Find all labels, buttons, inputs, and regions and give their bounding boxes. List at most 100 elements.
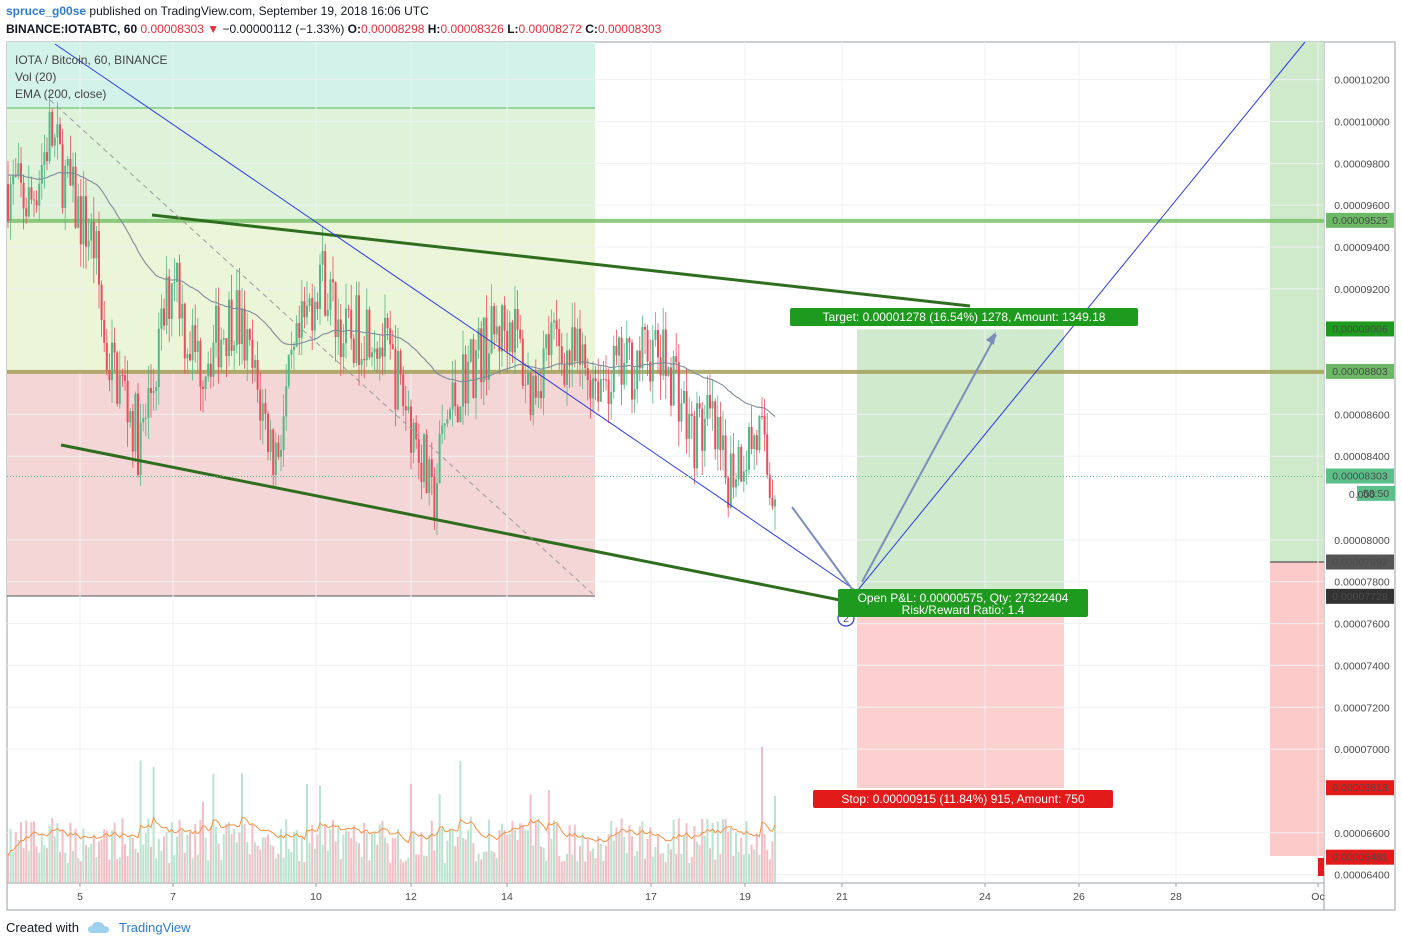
- volume-bar: [438, 794, 441, 883]
- candle-body: [38, 183, 41, 206]
- tradingview-link[interactable]: TradingView: [118, 920, 191, 935]
- volume-bar: [670, 849, 672, 883]
- volume-bar: [25, 820, 28, 883]
- candle-body: [17, 163, 20, 177]
- volume-bar: [381, 820, 384, 883]
- volume-bar: [293, 832, 295, 883]
- volume-bar: [693, 826, 696, 883]
- candle-body: [737, 446, 740, 480]
- volume-bar: [313, 848, 316, 883]
- tradingview-cloud-icon: [87, 921, 109, 933]
- volume-bar: [246, 841, 249, 883]
- candle-body: [722, 435, 724, 451]
- volume-bar: [430, 820, 433, 883]
- volume-bar: [319, 785, 321, 883]
- volume-bar: [85, 845, 87, 883]
- candle-body: [623, 362, 626, 385]
- volume-bar: [202, 801, 204, 883]
- candle-body: [61, 144, 64, 208]
- volume-bar: [477, 853, 480, 883]
- candle-body: [202, 386, 204, 389]
- candle-body: [592, 378, 594, 399]
- candle-body: [196, 340, 199, 352]
- volume-bar: [150, 846, 152, 883]
- candle-body: [243, 308, 246, 361]
- candle-body: [498, 326, 501, 352]
- volume-bar: [92, 834, 95, 883]
- volume-bar: [100, 839, 103, 883]
- volume-bar: [181, 829, 184, 883]
- volume-bar: [758, 854, 761, 883]
- candle-body: [680, 403, 683, 422]
- volume-bar: [142, 844, 145, 883]
- date-tick-label: 12: [405, 891, 417, 903]
- volume-bar: [14, 832, 17, 883]
- candle-body: [108, 370, 111, 381]
- target-label-box: [790, 308, 1138, 326]
- candle-body: [646, 329, 649, 362]
- candle-body: [48, 111, 51, 162]
- volume-bar: [300, 837, 303, 883]
- volume-bar: [768, 859, 771, 883]
- volume-bar: [324, 825, 327, 883]
- candle-body: [280, 449, 282, 457]
- volume-bar: [116, 859, 119, 883]
- volume-bar: [605, 845, 607, 883]
- volume-bar: [9, 829, 12, 883]
- volume-bar: [657, 834, 659, 883]
- volume-bar: [659, 853, 662, 883]
- candle-body: [246, 329, 249, 361]
- candle-body: [360, 358, 363, 366]
- candle-body: [511, 322, 514, 353]
- candle-body: [706, 394, 709, 419]
- candle-body: [267, 413, 269, 452]
- date-tick-label: 26: [1073, 891, 1085, 903]
- zone-lime: [7, 220, 595, 370]
- candle-body: [371, 352, 373, 358]
- volume-bar: [493, 852, 496, 883]
- candle-body: [347, 308, 350, 310]
- candle-body: [420, 462, 423, 482]
- candle-body: [485, 317, 488, 380]
- candle-body: [407, 406, 410, 411]
- volume-bar: [443, 862, 446, 883]
- volume-bar: [649, 827, 652, 883]
- volume-bar: [228, 822, 230, 883]
- volume-bar: [363, 822, 366, 883]
- volume-bar: [207, 860, 210, 883]
- candle-body: [225, 338, 228, 357]
- candle-body: [545, 334, 548, 349]
- candle-body: [121, 374, 124, 376]
- candle-body: [30, 187, 33, 200]
- candle-body: [423, 434, 425, 482]
- last-price: 0.00008303: [140, 22, 204, 36]
- volume-bar: [345, 830, 347, 883]
- candle-body: [35, 200, 38, 206]
- candle-body: [568, 350, 571, 366]
- volume-bar: [501, 823, 503, 883]
- candle-body: [576, 328, 579, 362]
- volume-bar: [576, 861, 579, 883]
- candle-body: [376, 348, 379, 359]
- volume-bar: [217, 843, 220, 883]
- volume-bar: [360, 857, 363, 883]
- volume-bar: [407, 857, 410, 883]
- volume-bar: [137, 852, 139, 883]
- volume-bar: [121, 818, 124, 883]
- volume-bar: [592, 848, 594, 883]
- candle-body: [329, 279, 332, 310]
- volume-bar: [113, 822, 116, 883]
- candle-body: [77, 196, 80, 228]
- candle-body: [199, 340, 202, 387]
- author-link[interactable]: spruce_g00se: [6, 4, 87, 18]
- candle-body: [701, 408, 704, 451]
- volume-bar: [311, 825, 314, 883]
- volume-bar: [636, 851, 639, 883]
- candle-body: [191, 325, 194, 361]
- price-tick-label: 0.00009200: [1334, 284, 1390, 296]
- volume-bar: [506, 835, 509, 883]
- volume-bar: [194, 824, 197, 883]
- price-tick-label: 0.00008000: [1334, 535, 1390, 547]
- volume-bar: [264, 837, 267, 883]
